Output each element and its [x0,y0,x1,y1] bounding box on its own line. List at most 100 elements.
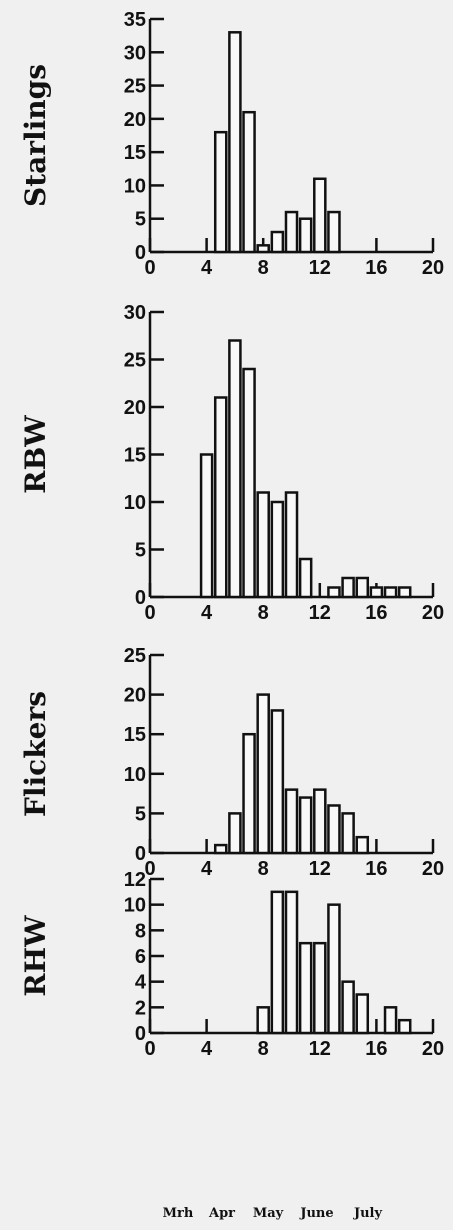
bar [298,941,313,1035]
bar [298,796,313,855]
bar [256,1006,270,1035]
panel-ylabel: Flickers [19,691,52,817]
y-tick-label: 15 [124,142,146,164]
x-tick-label: 4 [201,257,213,279]
x-tick-label: 12 [309,257,331,279]
x-tick-label: 20 [422,602,444,624]
x-tick-label: 8 [258,602,269,624]
bar [213,130,228,254]
x-tick-label: 0 [144,602,155,624]
bar [242,732,256,855]
x-tick-label: 12 [309,1038,331,1060]
bar [284,491,299,599]
chart-panel-4: 0 2 4 6 8 10 12 0 4 8 12 16 20 RHW [19,869,444,1060]
y-tick-label: 0 [135,1023,146,1045]
x-tick-label: 20 [422,1038,444,1060]
x-tick-label: 8 [258,858,269,880]
bar [199,453,214,599]
bar [383,586,398,599]
y-tick-label: 25 [124,350,146,372]
bar [397,1018,412,1035]
bar [313,788,327,855]
x-tick-label: 20 [422,858,444,880]
bar [228,31,242,254]
y-tick-label: 0 [135,242,146,264]
x-tick-label: 4 [201,1038,213,1060]
bar [242,110,256,254]
x-tick-label: 16 [365,858,387,880]
bar [213,843,228,855]
bar [327,586,341,599]
bar [355,576,370,599]
bar [228,339,242,599]
x-tick-label: 4 [201,602,213,624]
bar [284,210,299,254]
y-tick-label: 25 [124,76,146,98]
y-tick-label: 6 [135,946,146,968]
y-tick-label: 8 [135,920,146,942]
bar [213,396,228,599]
y-tick-label: 20 [124,685,146,707]
y-tick-label: 20 [124,109,146,131]
x-tick-label: 12 [309,858,331,880]
y-tick-label: 15 [124,724,146,746]
bar [313,941,327,1035]
bar [256,244,270,254]
x-tick-label: 16 [365,1038,387,1060]
y-tick-label: 0 [135,843,146,865]
y-tick-label: 10 [124,895,146,917]
y-tick-label: 20 [124,397,146,419]
x-tick-label: 16 [365,257,387,279]
month-label: June [299,1206,333,1221]
y-tick-label: 10 [124,764,146,786]
bar [341,812,355,855]
y-tick-label: 30 [124,42,146,64]
x-tick-label: 0 [144,858,155,880]
x-tick-label: 12 [309,602,331,624]
bar [228,812,242,855]
bar [341,576,355,599]
month-label: Apr [208,1206,235,1221]
bar [327,903,341,1035]
bar [284,788,299,855]
bar [298,557,313,599]
month-label: July [353,1206,383,1221]
x-tick-label: 20 [422,257,444,279]
y-tick-label: 0 [135,587,146,609]
y-tick-label: 5 [135,540,146,562]
bar [270,500,285,599]
y-tick-label: 12 [124,869,146,891]
y-tick-label: 4 [135,972,147,994]
month-label: Mrh [163,1206,194,1221]
y-tick-label: 2 [135,997,146,1019]
y-tick-label: 30 [124,302,146,324]
panel-ylabel: RHW [19,915,52,997]
y-tick-label: 35 [124,9,146,31]
y-tick-label: 10 [124,492,146,514]
bar [256,491,270,599]
y-tick-label: 15 [124,445,146,467]
chart-panel-1: 0 5 10 15 20 25 30 35 0 4 8 12 16 20 Starlings [19,9,444,279]
x-tick-label: 8 [258,257,269,279]
bar [355,835,370,855]
bar [383,1006,398,1035]
x-tick-label: 16 [365,602,387,624]
month-axis: Mrh Apr May June July [163,1206,383,1221]
y-tick-label: 5 [135,209,146,231]
bar [256,693,270,855]
x-tick-label: 0 [144,257,155,279]
bar [270,709,285,855]
y-tick-label: 25 [124,645,146,667]
bar [397,586,412,599]
chart-panel-2: 0 5 10 15 20 25 30 0 4 8 12 16 20 RBW [19,302,444,624]
bar [341,980,355,1035]
bar [327,804,341,855]
bar [270,890,285,1035]
bar [242,367,256,599]
bar [369,586,384,599]
chart-panel-3: 0 5 10 15 20 25 0 4 8 12 16 20 Flickers [19,645,444,880]
bar [327,210,341,254]
panel-ylabel: RBW [19,415,52,494]
y-tick-label: 5 [135,803,146,825]
